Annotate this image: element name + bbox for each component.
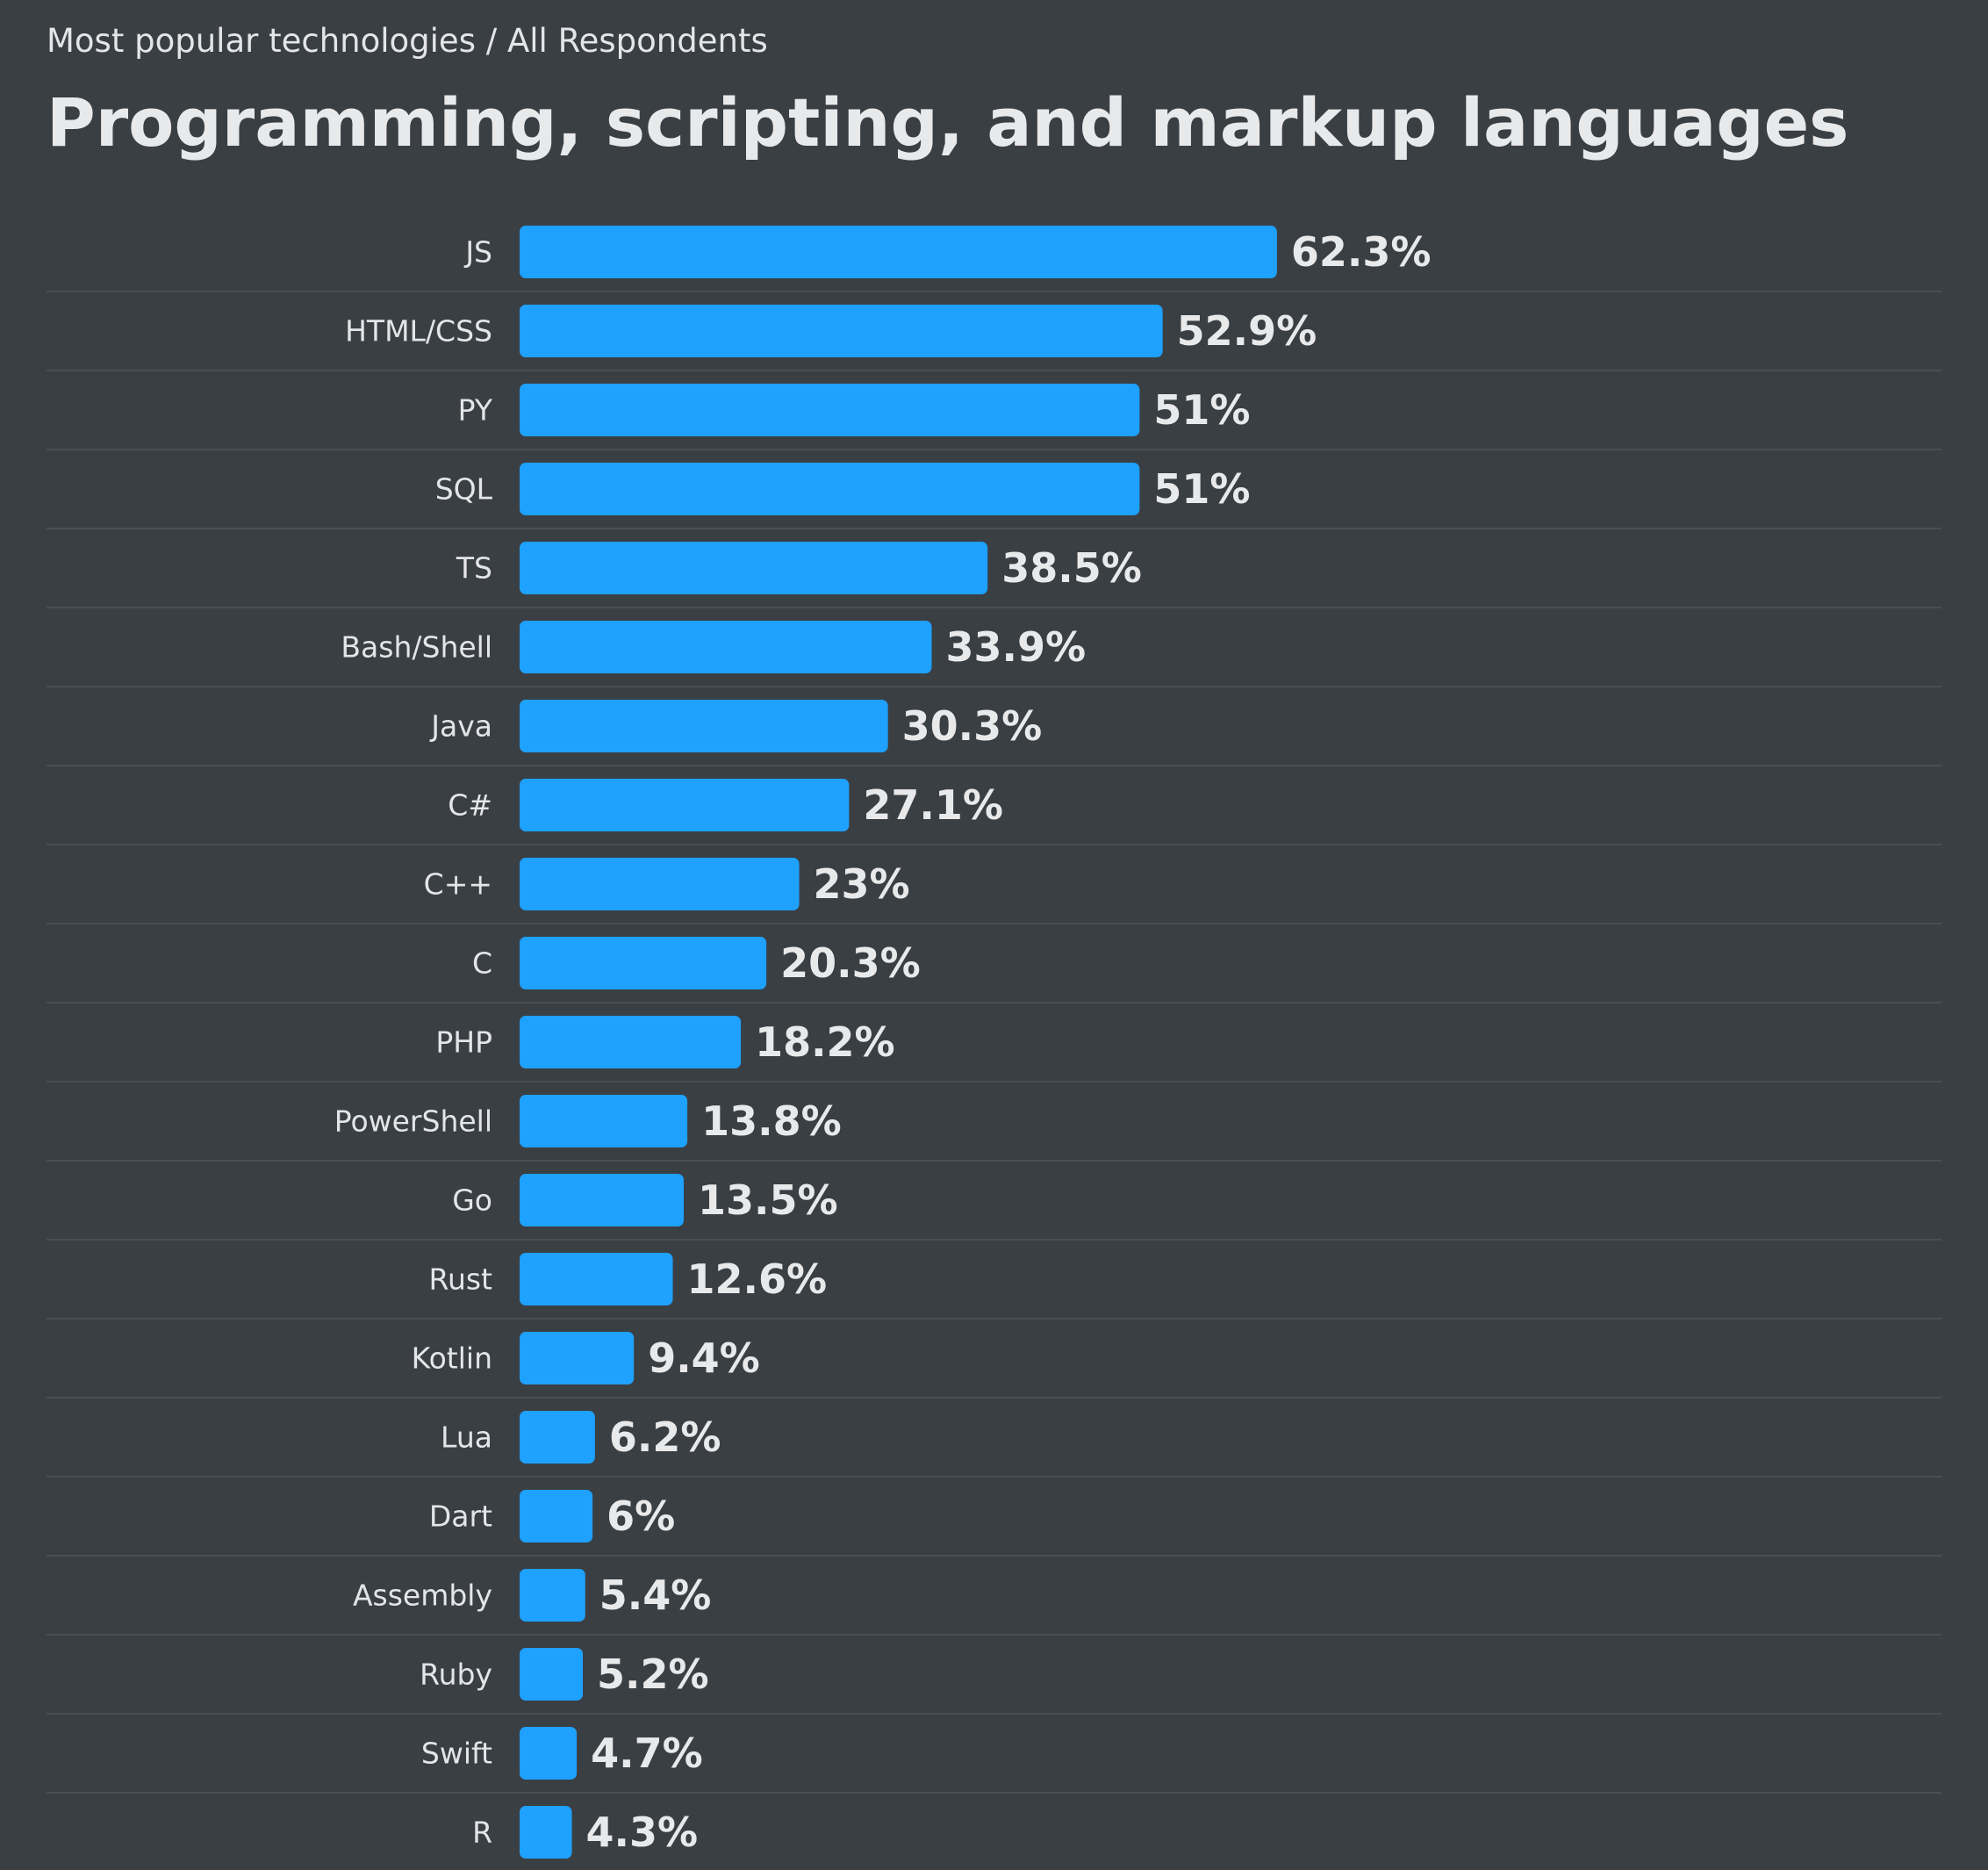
value-label: 52.9% bbox=[1177, 307, 1317, 355]
bar[interactable] bbox=[520, 937, 767, 989]
bar[interactable] bbox=[520, 1253, 673, 1305]
value-label: 6% bbox=[606, 1492, 675, 1540]
bar[interactable] bbox=[520, 1648, 584, 1701]
value-label: 18.2% bbox=[755, 1018, 895, 1066]
bar[interactable] bbox=[520, 305, 1163, 357]
value-label: 38.5% bbox=[1001, 544, 1142, 592]
value-label: 27.1% bbox=[863, 781, 1003, 829]
bar[interactable] bbox=[520, 621, 932, 673]
bar[interactable] bbox=[520, 1806, 572, 1859]
bar[interactable] bbox=[520, 1095, 688, 1147]
category-label: C bbox=[472, 946, 492, 981]
category-label: JS bbox=[463, 235, 492, 270]
value-label: 33.9% bbox=[946, 623, 1087, 671]
bar[interactable] bbox=[520, 463, 1140, 515]
bar[interactable] bbox=[520, 1174, 684, 1226]
bar[interactable] bbox=[520, 1411, 595, 1464]
category-label: PowerShell bbox=[334, 1104, 492, 1139]
value-label: 13.5% bbox=[698, 1176, 838, 1224]
category-label: Rust bbox=[429, 1262, 493, 1297]
bar[interactable] bbox=[520, 1569, 585, 1622]
category-label: C++ bbox=[424, 867, 492, 902]
bar[interactable] bbox=[520, 1332, 635, 1385]
category-label: PHP bbox=[435, 1025, 492, 1060]
value-label: 62.3% bbox=[1291, 228, 1432, 276]
category-label: Java bbox=[429, 709, 492, 744]
value-label: 13.8% bbox=[701, 1097, 842, 1145]
category-label: PY bbox=[458, 393, 493, 428]
value-label: 23% bbox=[814, 860, 910, 908]
value-label: 5.2% bbox=[597, 1651, 709, 1698]
value-label: 20.3% bbox=[780, 939, 921, 987]
category-label: Kotlin bbox=[412, 1341, 492, 1376]
category-label: Ruby bbox=[420, 1658, 492, 1692]
bar[interactable] bbox=[520, 1490, 593, 1543]
category-label: Assembly bbox=[353, 1579, 492, 1613]
category-label: HTML/CSS bbox=[345, 314, 492, 349]
category-label: Swift bbox=[421, 1737, 492, 1771]
value-label: 51% bbox=[1153, 465, 1250, 513]
value-label: 4.3% bbox=[586, 1809, 699, 1856]
category-label: C# bbox=[448, 788, 492, 823]
category-label: Dart bbox=[429, 1500, 492, 1534]
category-label: TS bbox=[456, 551, 492, 586]
category-label: Bash/Shell bbox=[341, 630, 492, 665]
bar[interactable] bbox=[520, 858, 800, 910]
bar[interactable] bbox=[520, 700, 888, 752]
bar[interactable] bbox=[520, 384, 1140, 436]
bar[interactable] bbox=[520, 542, 988, 594]
bar[interactable] bbox=[520, 779, 850, 831]
value-label: 51% bbox=[1153, 386, 1250, 434]
value-label: 30.3% bbox=[902, 702, 1043, 750]
category-label: Go bbox=[452, 1183, 492, 1218]
value-label: 5.4% bbox=[599, 1572, 712, 1619]
bar[interactable] bbox=[520, 1727, 578, 1780]
chart-subtitle: Most popular technologies / All Responde… bbox=[47, 22, 768, 60]
category-label: Lua bbox=[441, 1420, 492, 1455]
value-label: 4.7% bbox=[591, 1730, 703, 1777]
value-label: 9.4% bbox=[648, 1334, 760, 1382]
bar[interactable] bbox=[520, 1016, 742, 1068]
category-label: R bbox=[472, 1816, 492, 1850]
value-label: 12.6% bbox=[687, 1255, 828, 1303]
chart-title: Programming, scripting, and markup langu… bbox=[47, 83, 1849, 162]
bar[interactable] bbox=[520, 226, 1277, 278]
value-label: 6.2% bbox=[609, 1413, 721, 1461]
category-label: SQL bbox=[435, 472, 493, 507]
